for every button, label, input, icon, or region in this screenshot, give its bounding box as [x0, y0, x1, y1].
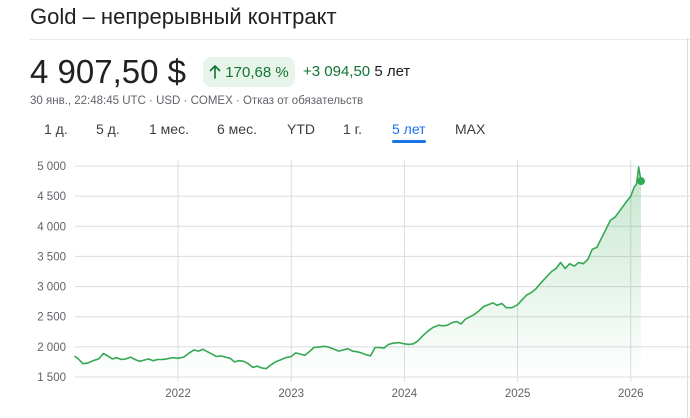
x-tick-label: 2026 [618, 388, 644, 400]
title-divider [30, 39, 690, 40]
y-tick-label: 2 000 [37, 342, 66, 354]
quote-meta: 30 янв., 22:48:45 UTC · USD · COMEX · От… [30, 95, 364, 107]
change-period: 5 лет [374, 63, 411, 80]
x-tick-label: 2023 [278, 388, 304, 400]
tab-6m[interactable]: 6 мес. [217, 121, 257, 137]
tab-max[interactable]: MAX [455, 121, 486, 137]
tab-ytd[interactable]: YTD [287, 121, 315, 137]
page-title: Gold – непрерывный контракт [30, 4, 337, 29]
price-chart[interactable]: 1 500 2 000 2 500 3 000 3 500 4 000 4 500 5 000… [0, 150, 690, 418]
y-tick-label: 2 500 [37, 312, 66, 324]
x-tick-label: 2025 [505, 388, 531, 400]
current-price: 4 907,50 $ [30, 53, 186, 90]
tab-5y[interactable]: 5 лет [392, 121, 426, 137]
tab-5d[interactable]: 5 д. [96, 121, 120, 137]
y-tick-label: 4 500 [37, 191, 66, 203]
panel-edge [687, 38, 688, 418]
y-tick-label: 3 500 [37, 251, 66, 263]
tab-1y[interactable]: 1 г. [343, 121, 362, 137]
absolute-change-value: +3 094,50 [303, 63, 371, 80]
active-tab-indicator [392, 140, 426, 143]
percent-change-value: 170,68 % [225, 63, 289, 81]
series-area [75, 167, 641, 377]
x-tick-label: 2022 [165, 388, 191, 400]
percent-change-badge: 170,68 % [203, 57, 295, 87]
x-tick-label: 2024 [392, 388, 418, 400]
absolute-change: +3 094,50 5 лет [303, 63, 410, 80]
tab-1m[interactable]: 1 мес. [149, 121, 189, 137]
y-tick-label: 1 500 [37, 372, 66, 384]
last-point-marker [637, 177, 645, 186]
tab-1d[interactable]: 1 д. [44, 121, 68, 137]
y-tick-label: 3 000 [37, 282, 66, 294]
y-tick-label: 4 000 [37, 221, 66, 233]
arrow-up-icon [209, 65, 221, 79]
y-tick-label: 5 000 [37, 161, 66, 173]
series-line [74, 166, 642, 370]
